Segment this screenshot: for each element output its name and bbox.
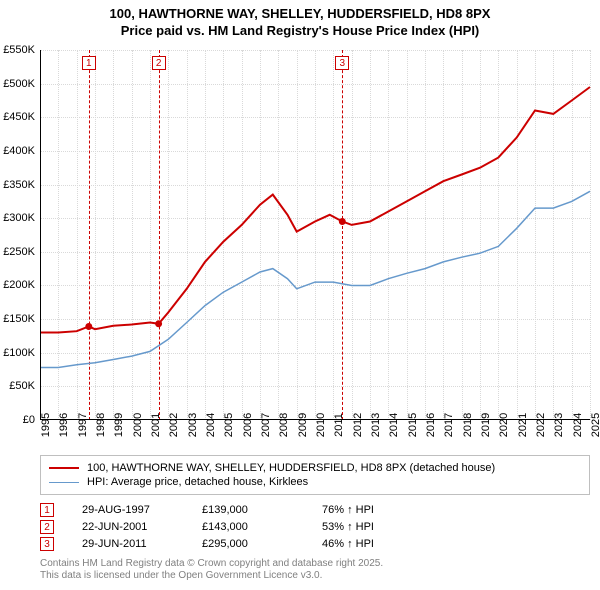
series-point-marker <box>155 320 162 327</box>
x-tick-label: 2020 <box>498 413 510 437</box>
y-tick-label: £250K <box>3 246 35 258</box>
x-tick-label: 2010 <box>315 413 327 437</box>
footer: Contains HM Land Registry data © Crown c… <box>40 558 383 582</box>
sale-date: 29-JUN-2011 <box>82 538 202 550</box>
x-tick-label: 2023 <box>553 413 565 437</box>
x-tick-label: 2012 <box>352 413 364 437</box>
y-tick-label: £100K <box>3 347 35 359</box>
sale-hpi: 76% ↑ HPI <box>322 504 442 516</box>
y-tick-label: £200K <box>3 279 35 291</box>
x-tick-label: 2009 <box>297 413 309 437</box>
y-tick-label: £0 <box>23 414 35 426</box>
sales-row: 3 29-JUN-2011 £295,000 46% ↑ HPI <box>40 537 442 551</box>
x-tick-label: 2019 <box>480 413 492 437</box>
x-tick-label: 2013 <box>370 413 382 437</box>
x-tick-label: 1995 <box>40 413 52 437</box>
footer-line1: Contains HM Land Registry data © Crown c… <box>40 558 383 570</box>
x-tick-label: 2002 <box>168 413 180 437</box>
x-tick-label: 1997 <box>77 413 89 437</box>
series-point-marker <box>339 218 346 225</box>
sale-hpi: 53% ↑ HPI <box>322 521 442 533</box>
legend-swatch <box>49 482 79 483</box>
x-tick-label: 2000 <box>132 413 144 437</box>
x-tick-label: 2018 <box>462 413 474 437</box>
chart-container: 100, HAWTHORNE WAY, SHELLEY, HUDDERSFIEL… <box>0 0 600 590</box>
x-tick-label: 1996 <box>58 413 70 437</box>
y-tick-label: £500K <box>3 78 35 90</box>
x-tick-label: 2016 <box>425 413 437 437</box>
sale-price: £139,000 <box>202 504 322 516</box>
y-axis <box>40 50 41 420</box>
legend-label: 100, HAWTHORNE WAY, SHELLEY, HUDDERSFIEL… <box>87 462 495 474</box>
x-tick-label: 2021 <box>517 413 529 437</box>
title-line1: 100, HAWTHORNE WAY, SHELLEY, HUDDERSFIEL… <box>0 6 600 23</box>
sale-date: 29-AUG-1997 <box>82 504 202 516</box>
sales-row: 1 29-AUG-1997 £139,000 76% ↑ HPI <box>40 503 442 517</box>
x-tick-label: 2001 <box>150 413 162 437</box>
title-line2: Price paid vs. HM Land Registry's House … <box>0 23 600 40</box>
x-tick-label: 2005 <box>223 413 235 437</box>
x-tick-label: 2025 <box>590 413 600 437</box>
x-tick-label: 2011 <box>333 413 345 437</box>
y-tick-label: £400K <box>3 145 35 157</box>
x-tick-label: 1999 <box>113 413 125 437</box>
legend-label: HPI: Average price, detached house, Kirk… <box>87 476 308 488</box>
x-tick-label: 2006 <box>242 413 254 437</box>
legend-swatch <box>49 467 79 469</box>
series-line-price_paid <box>40 87 590 333</box>
sale-marker-box: 2 <box>40 520 54 534</box>
x-tick-label: 2024 <box>572 413 584 437</box>
x-tick-label: 2015 <box>407 413 419 437</box>
sales-table: 1 29-AUG-1997 £139,000 76% ↑ HPI 2 22-JU… <box>40 500 442 554</box>
legend-item: 100, HAWTHORNE WAY, SHELLEY, HUDDERSFIEL… <box>49 462 581 474</box>
y-tick-label: £350K <box>3 179 35 191</box>
line-layer <box>40 50 590 420</box>
y-tick-label: £550K <box>3 44 35 56</box>
footer-line2: This data is licensed under the Open Gov… <box>40 570 383 582</box>
sale-price: £295,000 <box>202 538 322 550</box>
series-point-marker <box>85 323 92 330</box>
x-tick-label: 2014 <box>388 413 400 437</box>
x-tick-label: 2008 <box>278 413 290 437</box>
legend: 100, HAWTHORNE WAY, SHELLEY, HUDDERSFIEL… <box>40 455 590 495</box>
y-tick-label: £450K <box>3 111 35 123</box>
series-line-hpi <box>40 191 590 367</box>
title-block: 100, HAWTHORNE WAY, SHELLEY, HUDDERSFIEL… <box>0 0 600 40</box>
x-tick-label: 2004 <box>205 413 217 437</box>
sale-date: 22-JUN-2001 <box>82 521 202 533</box>
sale-price: £143,000 <box>202 521 322 533</box>
x-tick-label: 2017 <box>443 413 455 437</box>
x-tick-label: 2007 <box>260 413 272 437</box>
chart-plot-area: 123 £0£50K£100K£150K£200K£250K£300K£350K… <box>40 50 590 420</box>
sales-row: 2 22-JUN-2001 £143,000 53% ↑ HPI <box>40 520 442 534</box>
y-tick-label: £50K <box>9 380 35 392</box>
sale-marker-box: 3 <box>40 537 54 551</box>
sale-marker-box: 1 <box>40 503 54 517</box>
x-tick-label: 2022 <box>535 413 547 437</box>
y-tick-label: £300K <box>3 212 35 224</box>
y-tick-label: £150K <box>3 313 35 325</box>
x-tick-label: 1998 <box>95 413 107 437</box>
sale-hpi: 46% ↑ HPI <box>322 538 442 550</box>
x-tick-label: 2003 <box>187 413 199 437</box>
vgrid-line <box>590 50 591 420</box>
legend-item: HPI: Average price, detached house, Kirk… <box>49 476 581 488</box>
